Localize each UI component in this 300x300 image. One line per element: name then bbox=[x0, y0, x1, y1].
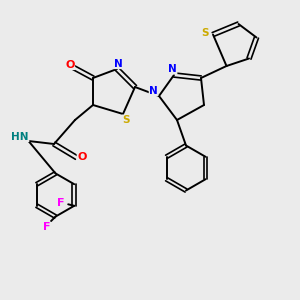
Text: F: F bbox=[57, 198, 64, 208]
Text: S: S bbox=[122, 115, 130, 125]
Text: N: N bbox=[114, 58, 123, 69]
Text: O: O bbox=[77, 152, 87, 163]
Text: HN: HN bbox=[11, 131, 29, 142]
Text: N: N bbox=[149, 85, 158, 96]
Text: O: O bbox=[65, 59, 75, 70]
Text: S: S bbox=[202, 28, 209, 38]
Text: F: F bbox=[43, 222, 50, 232]
Text: N: N bbox=[168, 64, 177, 74]
